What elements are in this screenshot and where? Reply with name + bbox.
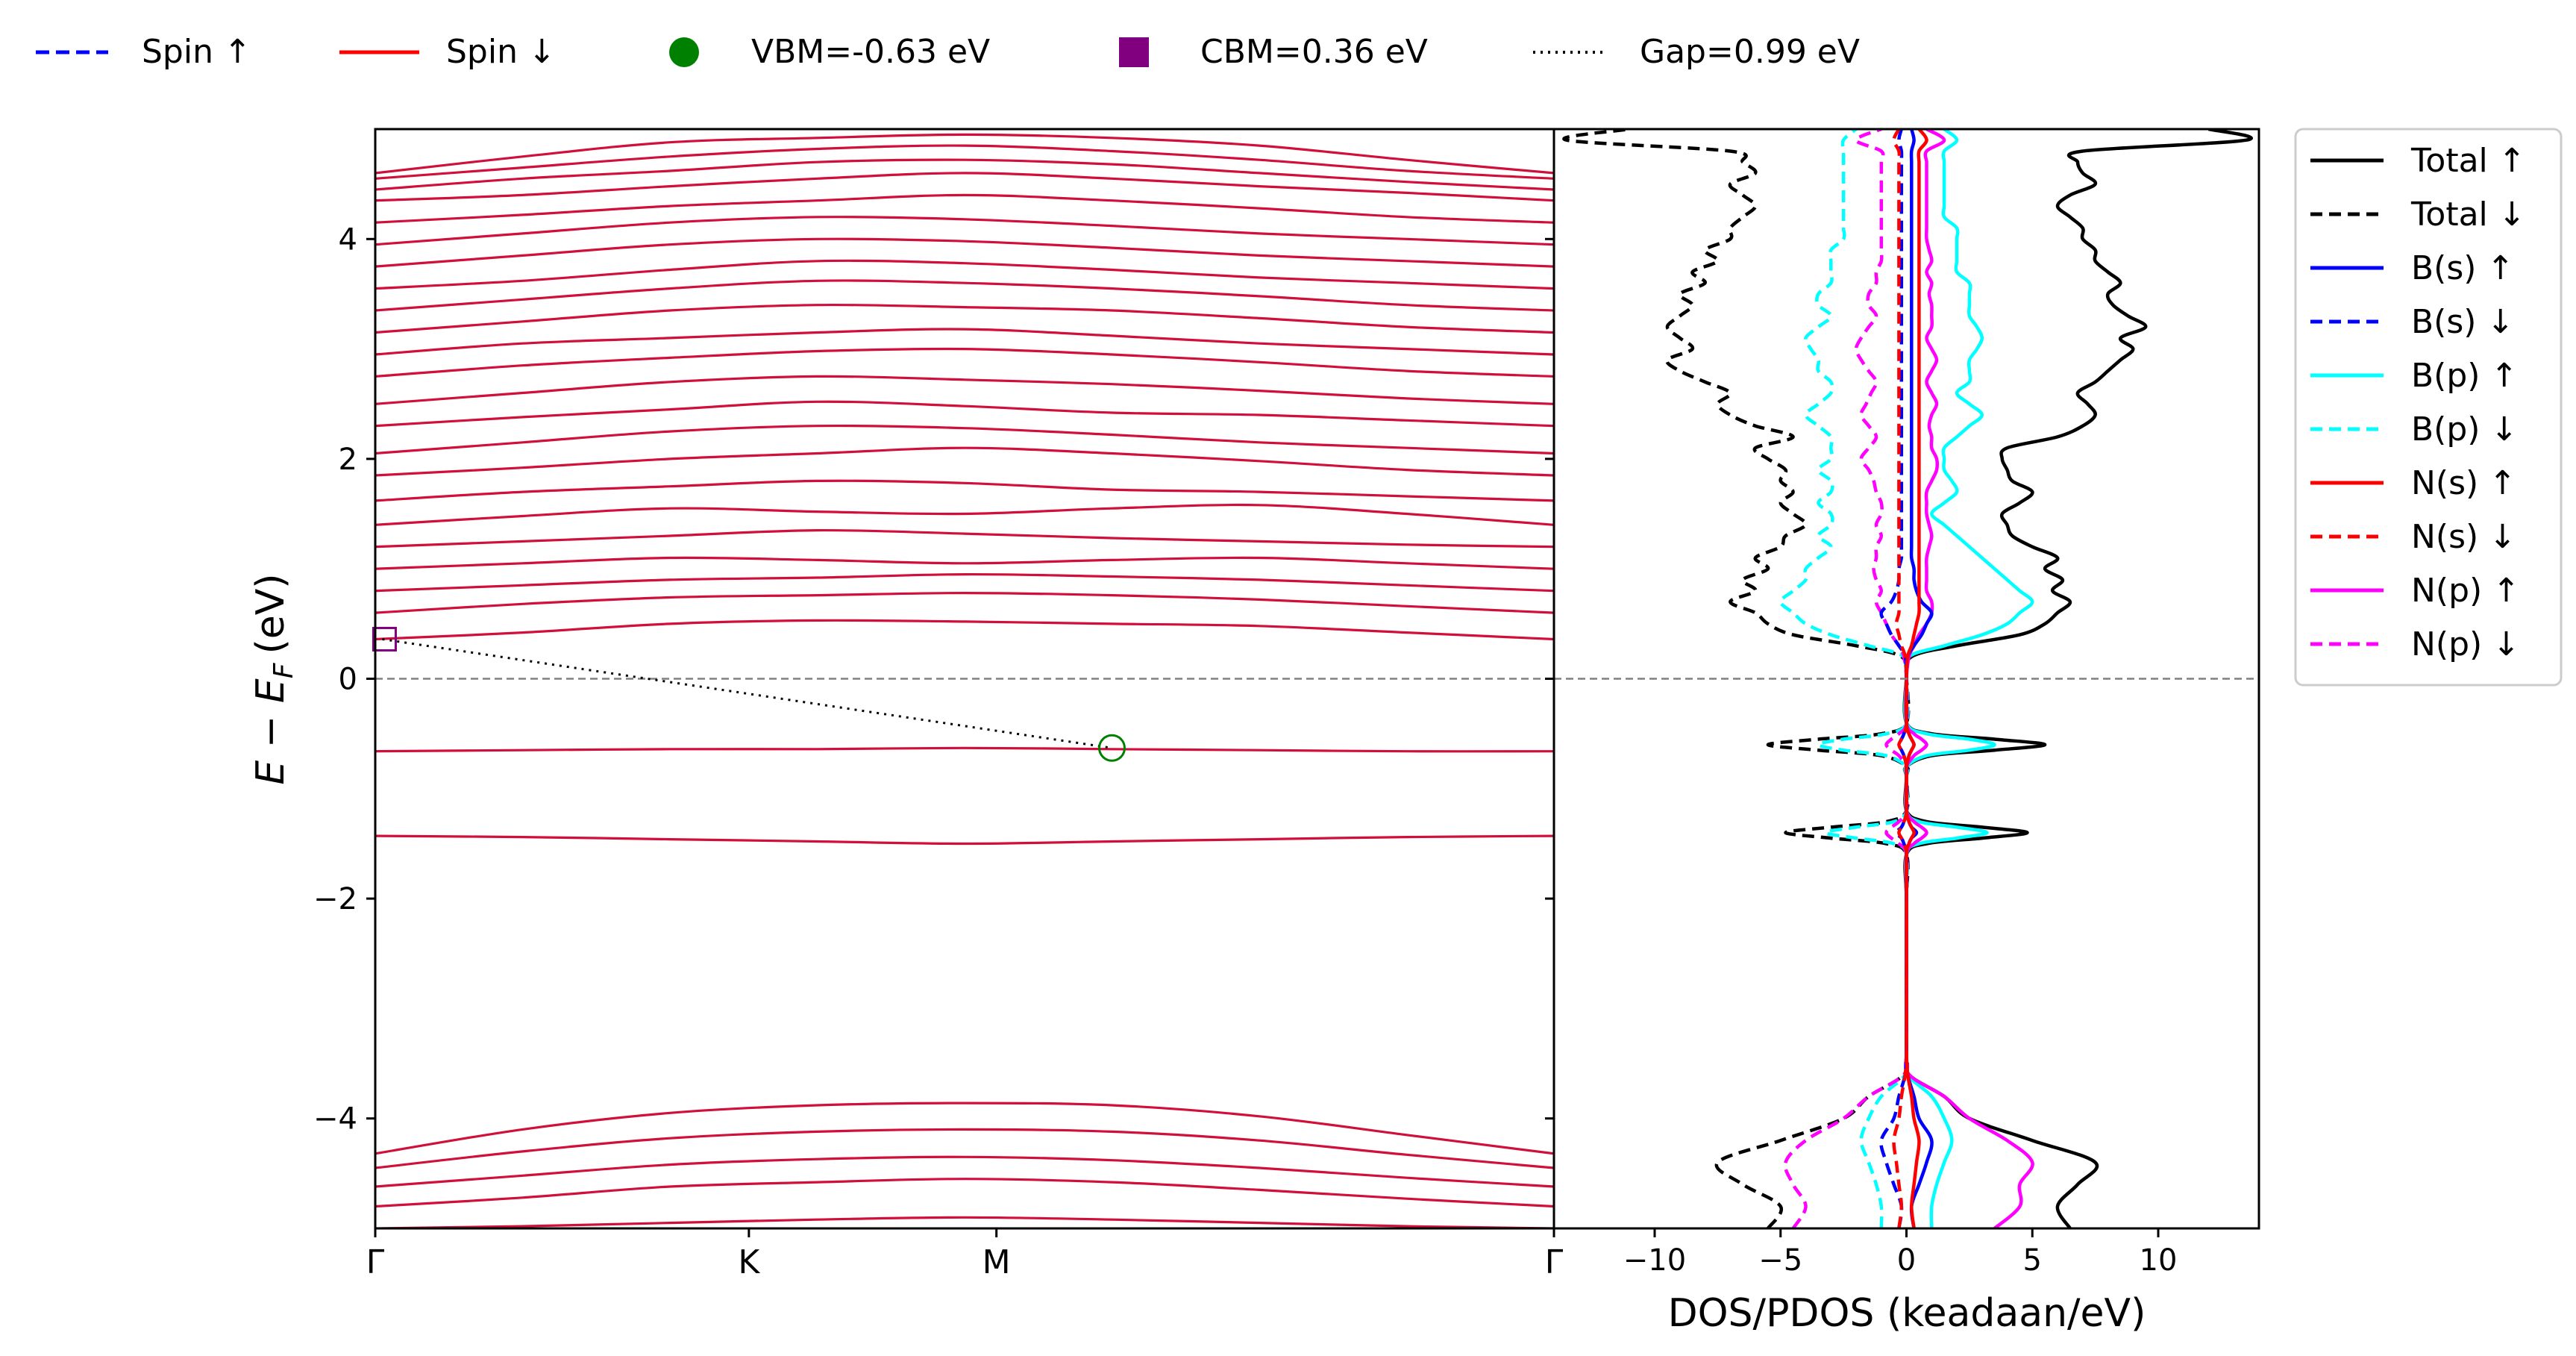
x-tick-label: −5: [1758, 1243, 1802, 1278]
dos-panel: −10 −5 0 5 10 DOS/PDOS (keadaan/eV): [1552, 128, 2260, 1336]
band-y-label: E − EF(eV): [248, 573, 299, 784]
y-tick-label: 4: [339, 222, 357, 257]
y-tick-label: 2: [339, 443, 357, 477]
dos-legend-label: Total ↑: [2410, 142, 2526, 180]
dos-legend: Total ↑ Total ↓ B(s) ↑ B(s) ↓ B(p) ↑ B(p) ↓ N(…: [2294, 128, 2563, 687]
dos-legend-label: N(s) ↓: [2411, 518, 2516, 556]
dos-series-line: [1879, 129, 1909, 1228]
band-line: [375, 556, 1554, 570]
band-structure-panel: −4 −2 0 2 4 Γ K M Γ E − EF(eV): [248, 128, 1564, 1281]
dos-x-ticks: −10 −5 0 5 10: [1623, 1228, 2178, 1278]
dos-series-line: [1562, 129, 1911, 1228]
band-line: [375, 259, 1554, 290]
legend-gap-label: Gap=0.99 eV: [1640, 33, 1860, 71]
band-line: [375, 158, 1554, 191]
legend-vbm-marker: [669, 37, 699, 67]
dos-legend-label: N(p) ↓: [2411, 625, 2520, 663]
band-line: [375, 1155, 1554, 1188]
legend-spin-up-label: Spin ↑: [142, 33, 251, 71]
dos-legend-label: Total ↓: [2410, 196, 2526, 234]
band-line: [375, 347, 1554, 378]
band-line: [375, 1128, 1554, 1169]
band-line: [375, 144, 1554, 180]
band-lines: [375, 133, 1554, 1228]
band-line: [375, 528, 1554, 549]
band-line: [375, 237, 1554, 268]
legend-cbm-label: CBM=0.36 eV: [1200, 33, 1428, 71]
band-line: [375, 375, 1554, 405]
band-line: [375, 400, 1554, 428]
k-tick-label: Γ: [366, 1243, 385, 1281]
dos-legend-label: B(s) ↓: [2411, 303, 2514, 341]
legend-vbm-label: VBM=-0.63 eV: [751, 33, 990, 71]
y-tick-label: 0: [339, 663, 357, 697]
band-line: [375, 591, 1554, 614]
band-line: [375, 1102, 1554, 1155]
dos-legend-label: N(p) ↑: [2411, 572, 2520, 610]
dos-lines: [1562, 129, 2253, 1228]
band-line: [375, 424, 1554, 455]
band-line: [375, 172, 1554, 202]
band-line: [375, 572, 1554, 593]
band-line: [375, 503, 1554, 526]
band-line: [375, 303, 1554, 334]
dos-x-label: DOS/PDOS (keadaan/eV): [1668, 1291, 2146, 1336]
band-line: [375, 328, 1554, 356]
dos-series-line: [1903, 129, 2034, 1228]
band-line: [375, 479, 1554, 502]
legend-cbm-marker: [1119, 37, 1149, 67]
band-line: [375, 746, 1554, 753]
band-line: [375, 834, 1554, 846]
dos-legend-items: Total ↑ Total ↓ B(s) ↑ B(s) ↓ B(p) ↑ B(p) ↓ N(…: [2310, 142, 2526, 663]
band-line: [375, 279, 1554, 312]
dos-series-line: [1892, 129, 1909, 1228]
x-tick-label: 0: [1897, 1243, 1916, 1278]
legend-spin-down-label: Spin ↓: [446, 33, 556, 71]
dos-series-line: [1783, 129, 1910, 1228]
band-line: [375, 1216, 1554, 1228]
dos-legend-label: N(s) ↑: [2411, 464, 2516, 502]
y-tick-label: −2: [313, 882, 357, 916]
x-tick-label: −10: [1623, 1243, 1686, 1278]
band-y-ticks: −4 −2 0 2 4: [313, 222, 1554, 1137]
vbm-marker: [1098, 734, 1126, 762]
dos-legend-label: B(p) ↓: [2411, 410, 2518, 449]
k-tick-label: K: [738, 1243, 760, 1281]
band-line: [375, 216, 1554, 246]
dos-series-line: [1904, 129, 1928, 1228]
top-legend: Spin ↑ Spin ↓ VBM=-0.63 eV CBM=0.36 eV G…: [36, 33, 1860, 71]
band-line: [375, 133, 1554, 175]
band-line: [375, 1178, 1554, 1208]
dos-legend-label: B(p) ↑: [2411, 357, 2518, 395]
dos-legend-label: B(s) ↑: [2411, 249, 2514, 287]
gap-line: [382, 637, 1112, 749]
y-tick-label: −4: [313, 1102, 357, 1137]
x-tick-label: 10: [2140, 1243, 2178, 1278]
k-tick-label: M: [983, 1243, 1011, 1281]
x-tick-label: 5: [2023, 1243, 2042, 1278]
band-line: [375, 446, 1554, 477]
cbm-marker: [372, 626, 397, 652]
k-tick-label: Γ: [1545, 1243, 1564, 1281]
band-line: [375, 193, 1554, 224]
band-line: [375, 619, 1554, 641]
